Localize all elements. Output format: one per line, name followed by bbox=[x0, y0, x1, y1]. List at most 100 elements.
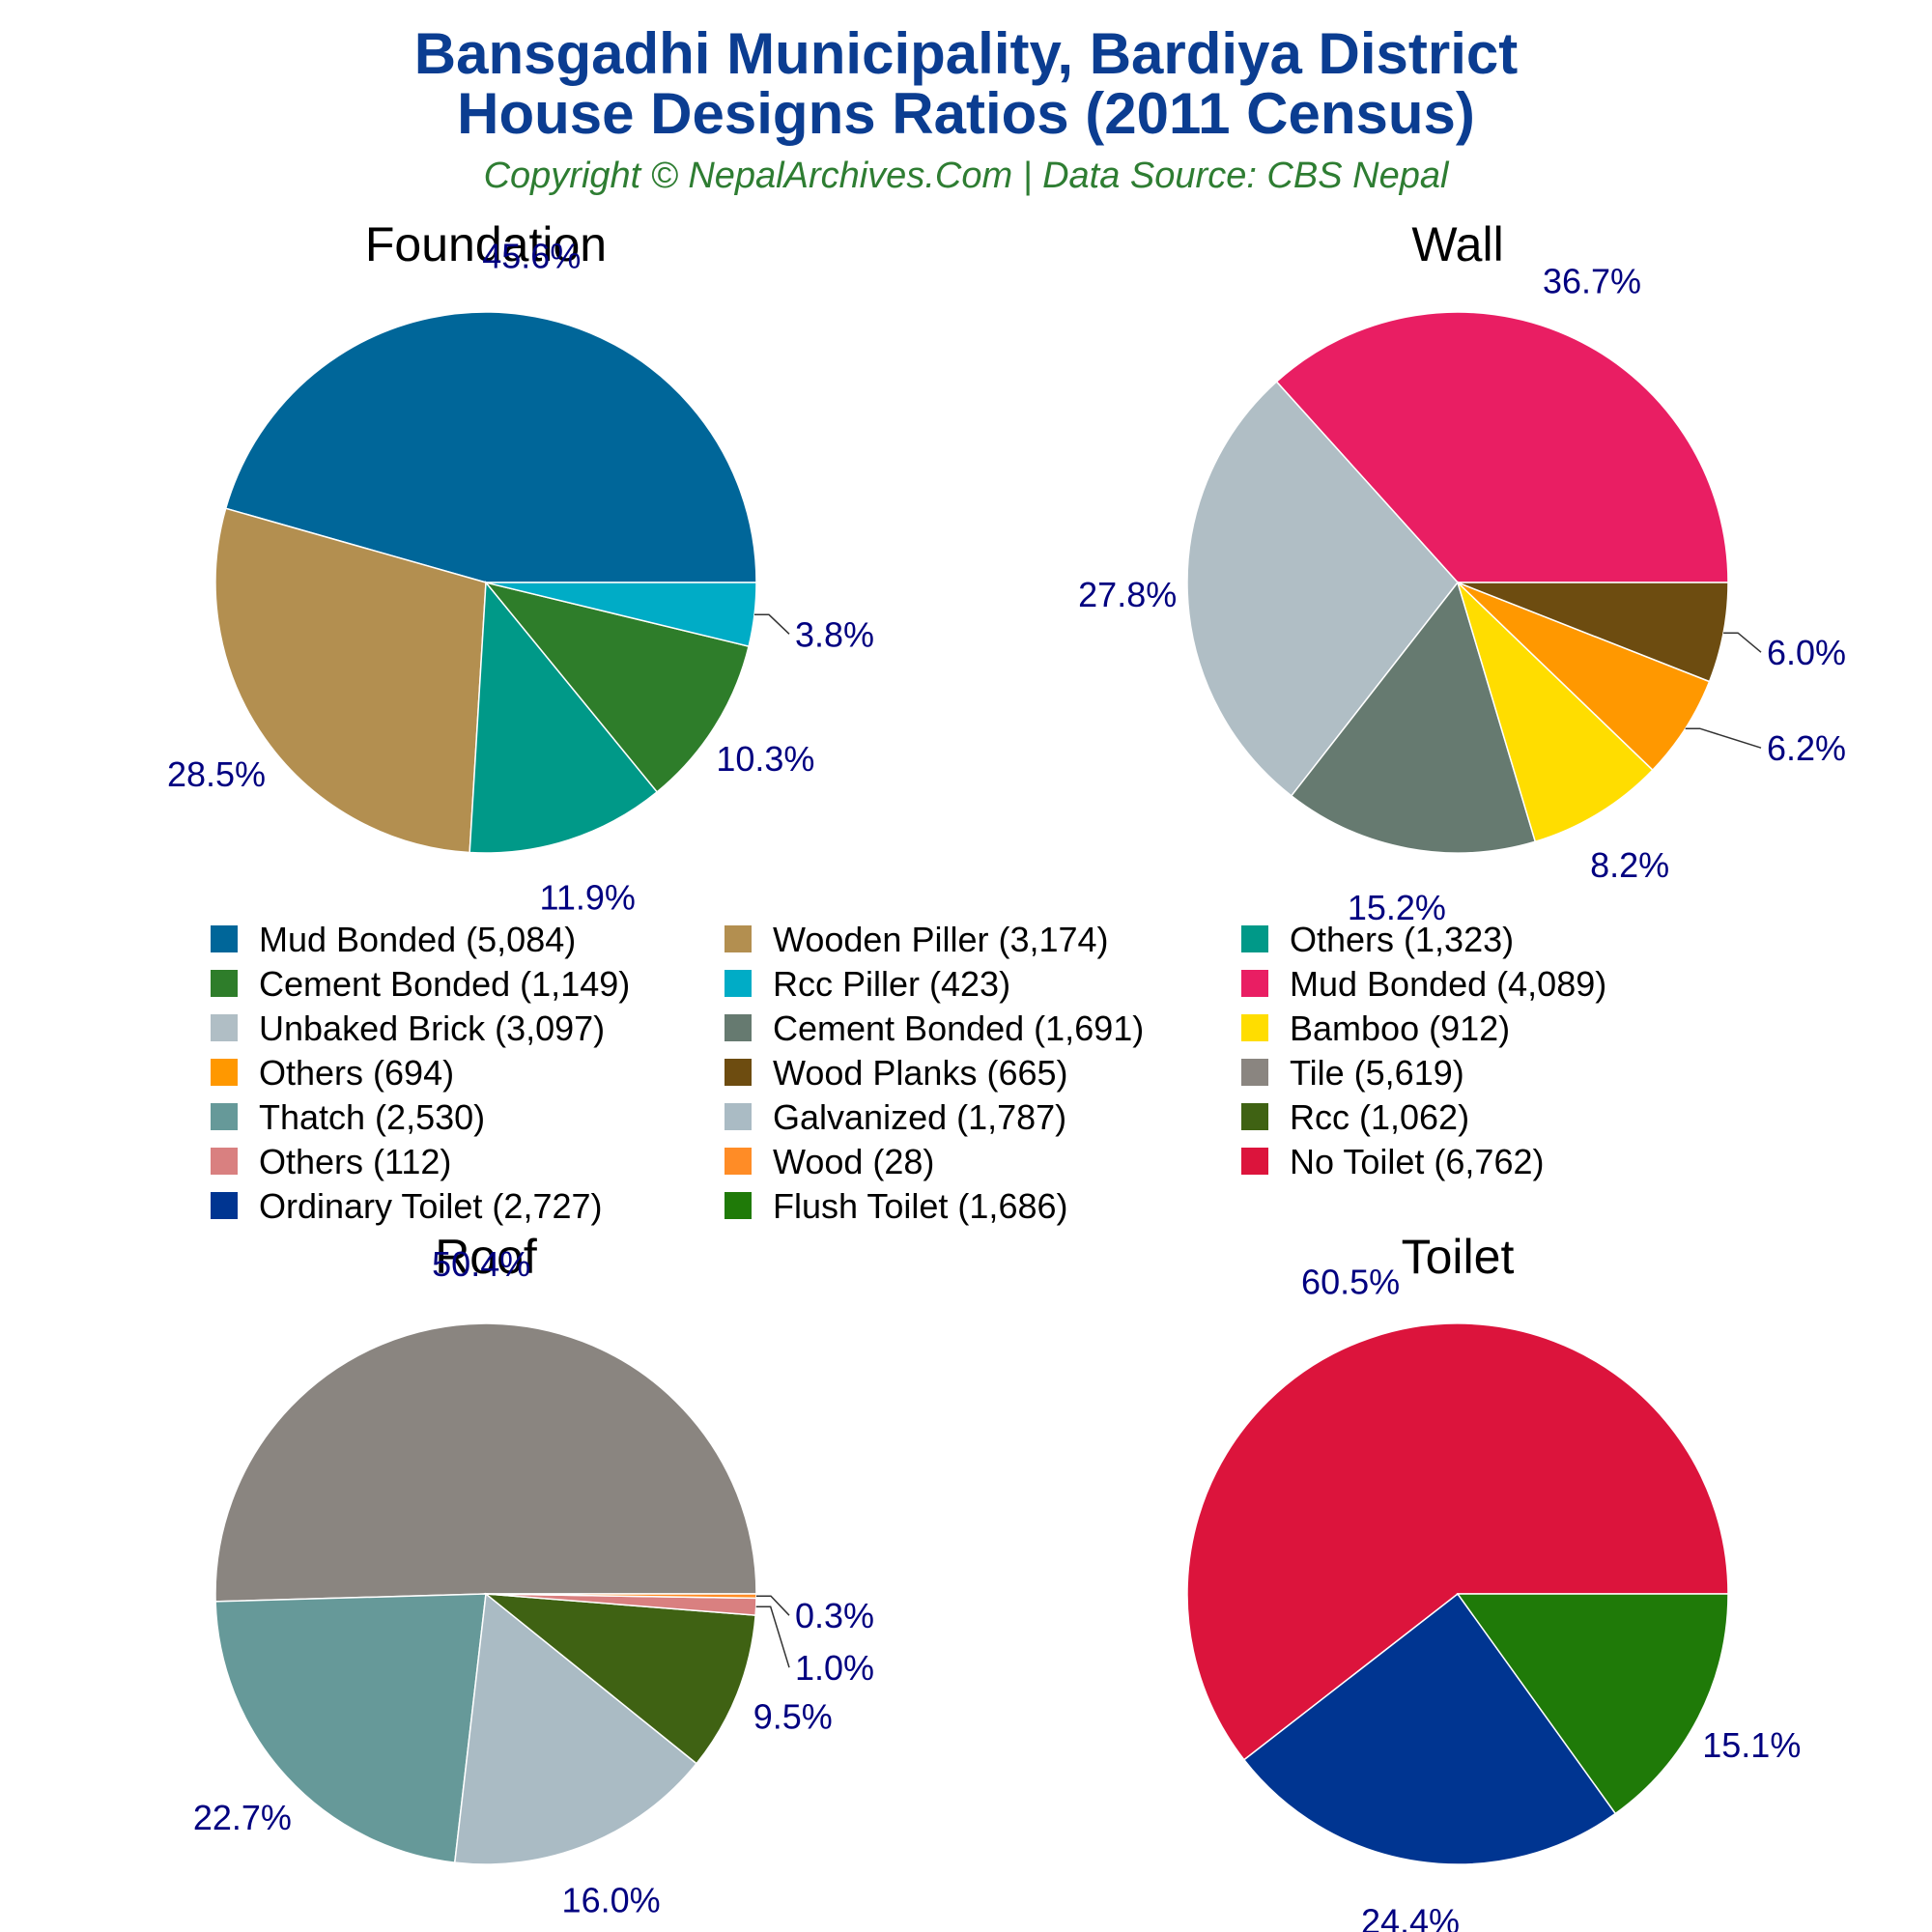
legend-label: Tile (5,619) bbox=[1290, 1053, 1464, 1093]
legend-swatch bbox=[211, 1103, 238, 1130]
pct-label-wall-others: 6.2% bbox=[1767, 728, 1846, 768]
legend-swatch bbox=[211, 925, 238, 952]
pie-slice-foundation-rcc-piller bbox=[485, 582, 757, 647]
legend-label: Wood Planks (665) bbox=[773, 1053, 1068, 1093]
leader-line-roof-others bbox=[755, 1605, 790, 1668]
legend-item-rcc-1-062: Rcc (1,062) bbox=[1241, 1097, 1469, 1137]
legend-item-no-toilet-6-762: No Toilet (6,762) bbox=[1241, 1142, 1544, 1181]
legend-item-flush-toilet-1-686: Flush Toilet (1,686) bbox=[724, 1186, 1068, 1226]
legend-item-others-112: Others (112) bbox=[211, 1142, 451, 1181]
pct-label-roof-galvanized: 16.0% bbox=[562, 1881, 661, 1920]
pie-slice-wall-mud-bonded bbox=[1275, 311, 1729, 583]
pie-slice-wall-bamboo bbox=[1456, 580, 1654, 843]
pct-label-wall-unbaked-brick: 27.8% bbox=[1078, 575, 1177, 614]
legend-swatch bbox=[724, 1192, 752, 1219]
legend-swatch bbox=[211, 1148, 238, 1175]
pie-slice-toilet-ordinary-toilet bbox=[1242, 1592, 1617, 1865]
legend-item-mud-bonded-4-089: Mud Bonded (4,089) bbox=[1241, 964, 1606, 1004]
pct-label-foundation-cement-bonded: 10.3% bbox=[716, 739, 814, 779]
pct-label-toilet-flush-toilet: 15.1% bbox=[1702, 1725, 1801, 1765]
legend-label: Wood (28) bbox=[773, 1142, 934, 1181]
legend-item-wood-28: Wood (28) bbox=[724, 1142, 934, 1181]
pie-slice-foundation-mud-bonded bbox=[224, 311, 757, 583]
pie-slice-wall-wood-planks bbox=[1457, 582, 1729, 683]
legend-swatch bbox=[211, 970, 238, 997]
legend-item-tile-5-619: Tile (5,619) bbox=[1241, 1053, 1464, 1093]
pie-slice-roof-rcc bbox=[483, 1593, 756, 1765]
legend-label: Others (694) bbox=[259, 1053, 454, 1093]
legend-item-wooden-piller-3-174: Wooden Piller (3,174) bbox=[724, 920, 1109, 959]
pie-slice-toilet-no-toilet bbox=[1186, 1322, 1729, 1761]
leader-line-roof-wood bbox=[756, 1595, 790, 1616]
legend: Mud Bonded (5,084) Wooden Piller (3,174) O… bbox=[211, 920, 1606, 1226]
pie-slice-roof-thatch bbox=[214, 1593, 487, 1863]
pct-label-roof-wood: 0.3% bbox=[795, 1596, 874, 1635]
pct-label-roof-thatch: 22.7% bbox=[193, 1798, 292, 1837]
legend-swatch bbox=[724, 1059, 752, 1086]
legend-label: Mud Bonded (4,089) bbox=[1290, 964, 1606, 1004]
legend-item-cement-bonded-1-691: Cement Bonded (1,691) bbox=[724, 1009, 1144, 1048]
pie-slice-roof-galvanized bbox=[453, 1592, 698, 1865]
leader-line-wall-others bbox=[1685, 727, 1762, 749]
legend-label: Bamboo (912) bbox=[1290, 1009, 1510, 1048]
legend-label: Cement Bonded (1,149) bbox=[259, 964, 630, 1004]
pct-label-foundation-others: 11.9% bbox=[539, 877, 635, 917]
legend-swatch bbox=[1241, 970, 1268, 997]
leader-line-wall-wood-planks bbox=[1723, 632, 1762, 653]
pct-label-wall-bamboo: 8.2% bbox=[1590, 845, 1669, 885]
legend-item-galvanized-1-787: Galvanized (1,787) bbox=[724, 1097, 1066, 1137]
pct-label-roof-others: 1.0% bbox=[795, 1648, 874, 1688]
legend-item-unbaked-brick-3-097: Unbaked Brick (3,097) bbox=[211, 1009, 605, 1048]
pct-label-roof-tile: 50.4% bbox=[432, 1244, 530, 1284]
legend-label: Cement Bonded (1,691) bbox=[773, 1009, 1144, 1048]
legend-swatch bbox=[1241, 1059, 1268, 1086]
legend-label: Ordinary Toilet (2,727) bbox=[259, 1186, 603, 1226]
pie-slice-foundation-others bbox=[469, 581, 659, 854]
legend-label: Flush Toilet (1,686) bbox=[773, 1186, 1068, 1226]
legend-label: Rcc (1,062) bbox=[1290, 1097, 1469, 1137]
legend-label: Galvanized (1,787) bbox=[773, 1097, 1066, 1137]
pie-slice-roof-tile bbox=[214, 1322, 757, 1603]
pie-slice-foundation-wooden-piller bbox=[214, 507, 487, 854]
legend-label: Wooden Piller (3,174) bbox=[773, 920, 1109, 959]
legend-item-wood-planks-665: Wood Planks (665) bbox=[724, 1053, 1068, 1093]
panel-title-wall: Wall bbox=[1411, 217, 1503, 271]
legend-item-bamboo-912: Bamboo (912) bbox=[1241, 1009, 1510, 1048]
legend-label: Mud Bonded (5,084) bbox=[259, 920, 576, 959]
legend-swatch bbox=[724, 925, 752, 952]
pie-slice-wall-cement-bonded bbox=[1290, 581, 1537, 854]
panel-title-roof: Roof bbox=[435, 1230, 537, 1284]
chart-title-line2: House Designs Ratios (2011 Census) bbox=[457, 81, 1475, 146]
pct-label-foundation-wooden-piller: 28.5% bbox=[167, 754, 266, 794]
chart-subtitle: Copyright © NepalArchives.Com | Data Sou… bbox=[484, 156, 1450, 196]
pct-label-toilet-ordinary-toilet: 24.4% bbox=[1361, 1902, 1460, 1932]
legend-swatch bbox=[1241, 1103, 1268, 1130]
legend-item-ordinary-toilet-2-727: Ordinary Toilet (2,727) bbox=[211, 1186, 603, 1226]
legend-label: Unbaked Brick (3,097) bbox=[259, 1009, 605, 1048]
legend-swatch bbox=[1241, 925, 1268, 952]
legend-swatch bbox=[724, 1014, 752, 1041]
legend-label: Thatch (2,530) bbox=[259, 1097, 485, 1137]
legend-swatch bbox=[1241, 1148, 1268, 1175]
legend-swatch bbox=[211, 1014, 238, 1041]
legend-swatch bbox=[1241, 1014, 1268, 1041]
pct-label-foundation-mud-bonded: 45.6% bbox=[482, 236, 581, 275]
legend-swatch bbox=[211, 1192, 238, 1219]
legend-item-mud-bonded-5-084: Mud Bonded (5,084) bbox=[211, 920, 576, 959]
legend-label: Others (112) bbox=[259, 1142, 451, 1181]
legend-swatch bbox=[724, 970, 752, 997]
panel-title-toilet: Toilet bbox=[1402, 1230, 1515, 1284]
pie-slice-foundation-cement-bonded bbox=[484, 581, 750, 793]
panel-title-foundation: Foundation bbox=[365, 217, 607, 271]
pie-slice-wall-unbaked-brick bbox=[1186, 381, 1459, 797]
pct-label-wall-mud-bonded: 36.7% bbox=[1543, 262, 1641, 301]
pie-slice-roof-wood bbox=[485, 1593, 757, 1600]
pie-slice-toilet-flush-toilet bbox=[1456, 1593, 1729, 1815]
legend-label: Rcc Piller (423) bbox=[773, 964, 1010, 1004]
legend-item-thatch-2-530: Thatch (2,530) bbox=[211, 1097, 485, 1137]
pct-label-foundation-rcc-piller: 3.8% bbox=[795, 614, 874, 654]
pct-label-toilet-no-toilet: 60.5% bbox=[1301, 1263, 1400, 1302]
